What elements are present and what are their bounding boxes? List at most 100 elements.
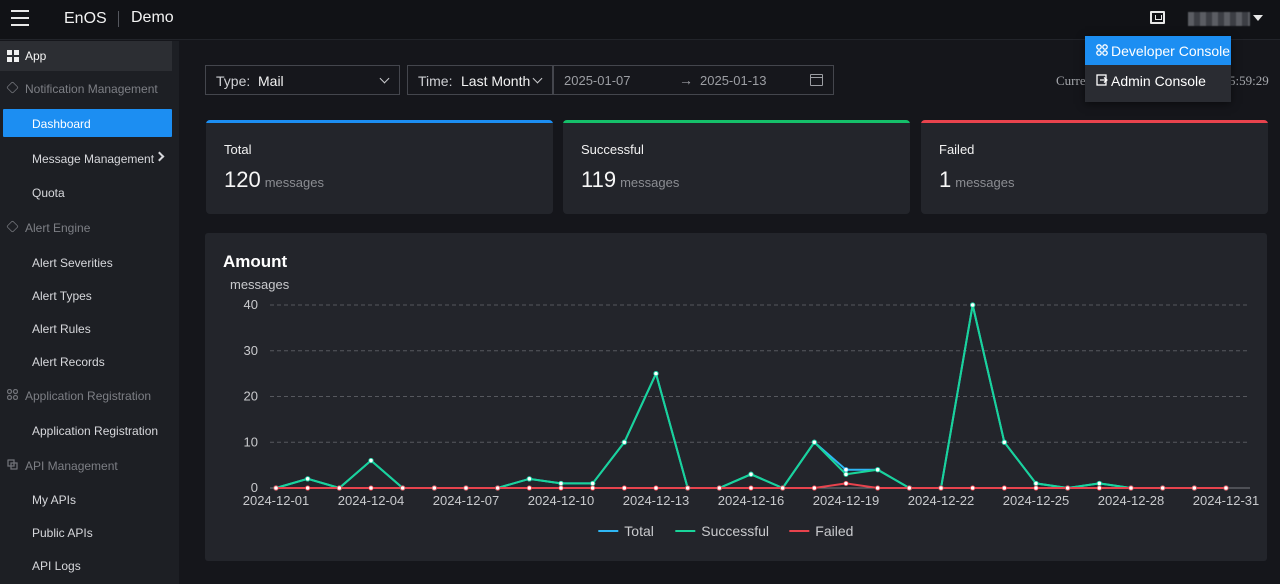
- date-end[interactable]: 2025-01-13: [700, 73, 767, 88]
- data-point-failed: [1065, 485, 1071, 491]
- data-point-failed: [590, 485, 596, 491]
- amount-line-chart: 0 10 20 30 40 2024-12-01 2024-12-04 2024-12-07 2…: [243, 297, 1260, 539]
- app-grid-icon: [7, 50, 19, 62]
- data-point-successful: [748, 471, 754, 477]
- sidebar-item-label: Quota: [32, 186, 65, 200]
- data-point-successful: [526, 476, 532, 482]
- user-dropdown-menu: Developer Console Admin Console: [1085, 36, 1231, 102]
- chevron-right-icon: [154, 151, 165, 162]
- sidebar-item-api-logs[interactable]: API Logs: [3, 551, 172, 579]
- data-point-successful: [1096, 480, 1102, 487]
- stat-title: Total: [224, 142, 252, 157]
- legend-label-total: Total: [624, 523, 654, 539]
- data-point-failed: [685, 485, 691, 491]
- data-point-failed: [1096, 485, 1102, 491]
- data-point-failed: [1001, 485, 1007, 491]
- data-point-failed: [653, 485, 659, 491]
- data-point-successful: [1033, 480, 1039, 487]
- stat-value-row: 120 messages: [224, 167, 324, 193]
- x-tick-label: 2024-12-22: [908, 493, 975, 508]
- chart-title: Amount: [223, 252, 288, 271]
- date-start[interactable]: 2025-01-07: [564, 73, 631, 88]
- data-point-successful: [558, 480, 564, 487]
- y-tick-label: 30: [244, 343, 258, 358]
- app-name: Demo: [131, 9, 174, 26]
- data-point-failed: [716, 485, 722, 491]
- sidebar-item-message-management[interactable]: Message Management: [3, 144, 172, 172]
- sidebar-section-label: API Management: [25, 459, 118, 473]
- cube-icon: [6, 220, 19, 233]
- data-point-failed: [621, 485, 627, 491]
- stat-unit: messages: [264, 175, 324, 190]
- sidebar-item-public-apis[interactable]: Public APIs: [3, 518, 172, 546]
- card-accent-bar: [921, 120, 1268, 123]
- menu-item-developer-console[interactable]: Developer Console: [1085, 36, 1231, 65]
- api-icon: [7, 459, 18, 470]
- sidebar-item-label: My APIs: [32, 493, 77, 507]
- data-point-successful: [970, 302, 976, 308]
- sidebar-item-label: Alert Records: [32, 355, 105, 369]
- date-range-arrow: →: [679, 72, 693, 88]
- type-select[interactable]: Type: Mail: [205, 65, 400, 95]
- sidebar-item-my-apis[interactable]: My APIs: [3, 485, 172, 513]
- sidebar-item-quota[interactable]: Quota: [3, 178, 172, 206]
- stat-title: Successful: [581, 142, 644, 157]
- x-tick-label: 2024-12-10: [528, 493, 595, 508]
- sidebar-item-label: Alert Severities: [32, 256, 113, 270]
- date-range-picker[interactable]: 2025-01-07 → 2025-01-13: [553, 65, 834, 95]
- sidebar-item-application-registration[interactable]: Application Registration: [3, 416, 172, 444]
- hamburger-menu-icon[interactable]: [11, 10, 29, 26]
- sidebar-section-alert-engine[interactable]: Alert Engine: [0, 213, 179, 243]
- chart-y-axis-label: messages: [230, 277, 290, 292]
- x-tick-label: 2024-12-19: [813, 493, 880, 508]
- sidebar-item-alert-records[interactable]: Alert Records: [3, 347, 172, 375]
- legend-label-successful: Successful: [701, 523, 769, 539]
- data-point-successful: [843, 471, 849, 477]
- data-point-failed: [1223, 485, 1229, 491]
- stat-card-successful: Successful 119 messages: [563, 120, 910, 214]
- data-point-failed: [1160, 485, 1166, 491]
- stat-value-row: 1 messages: [939, 167, 1015, 193]
- data-point-failed: [558, 485, 564, 491]
- data-point-failed: [305, 485, 311, 491]
- data-point-failed: [495, 485, 501, 491]
- sidebar-item-alert-types[interactable]: Alert Types: [3, 281, 172, 309]
- stat-value-row: 119 messages: [581, 167, 679, 193]
- data-point-failed: [336, 485, 342, 491]
- apps-icon: [7, 389, 18, 400]
- sidebar-section-notification-management[interactable]: Notification Management: [0, 74, 179, 104]
- data-point-failed: [938, 485, 944, 491]
- menu-item-admin-console[interactable]: Admin Console: [1085, 66, 1231, 95]
- data-point-successful: [1001, 439, 1007, 445]
- sidebar-item-dashboard[interactable]: Dashboard: [3, 109, 172, 137]
- data-point-failed: [368, 485, 374, 491]
- sidebar-app-header[interactable]: App: [0, 41, 172, 71]
- stat-title: Failed: [939, 142, 975, 157]
- x-tick-label: 2024-12-31: [1193, 493, 1260, 508]
- sidebar-item-label: Application Registration: [32, 424, 159, 438]
- sidebar-section-application-registration[interactable]: Application Registration: [0, 381, 179, 411]
- sidebar-item-alert-severities[interactable]: Alert Severities: [3, 248, 172, 276]
- data-point-successful: [368, 457, 374, 464]
- card-accent-bar: [206, 120, 553, 123]
- sidebar-item-alert-rules[interactable]: Alert Rules: [3, 314, 172, 342]
- user-menu-caret-icon[interactable]: [1253, 15, 1263, 21]
- menu-item-label: Admin Console: [1111, 73, 1206, 89]
- developer-console-icon[interactable]: [1150, 11, 1165, 24]
- brand-logo[interactable]: EnOS: [64, 10, 107, 27]
- cube-icon: [6, 81, 19, 94]
- time-select[interactable]: Time: Last Month: [407, 65, 553, 95]
- x-tick-label: 2024-12-04: [338, 493, 405, 508]
- sidebar-section-api-management[interactable]: API Management: [0, 451, 179, 481]
- sidebar-item-label: Dashboard: [32, 117, 91, 131]
- current-time-value: 5:59:29: [1229, 73, 1269, 88]
- time-select-key: Time:: [418, 73, 453, 89]
- x-tick-label: 2024-12-16: [718, 493, 785, 508]
- data-point-total: [843, 467, 849, 473]
- user-name-redacted[interactable]: [1188, 12, 1250, 26]
- data-point-successful: [653, 371, 659, 377]
- x-tick-label: 2024-12-25: [1003, 493, 1070, 508]
- stat-value: 119: [581, 167, 617, 192]
- calendar-icon[interactable]: [810, 74, 823, 86]
- type-select-key: Type:: [216, 73, 251, 89]
